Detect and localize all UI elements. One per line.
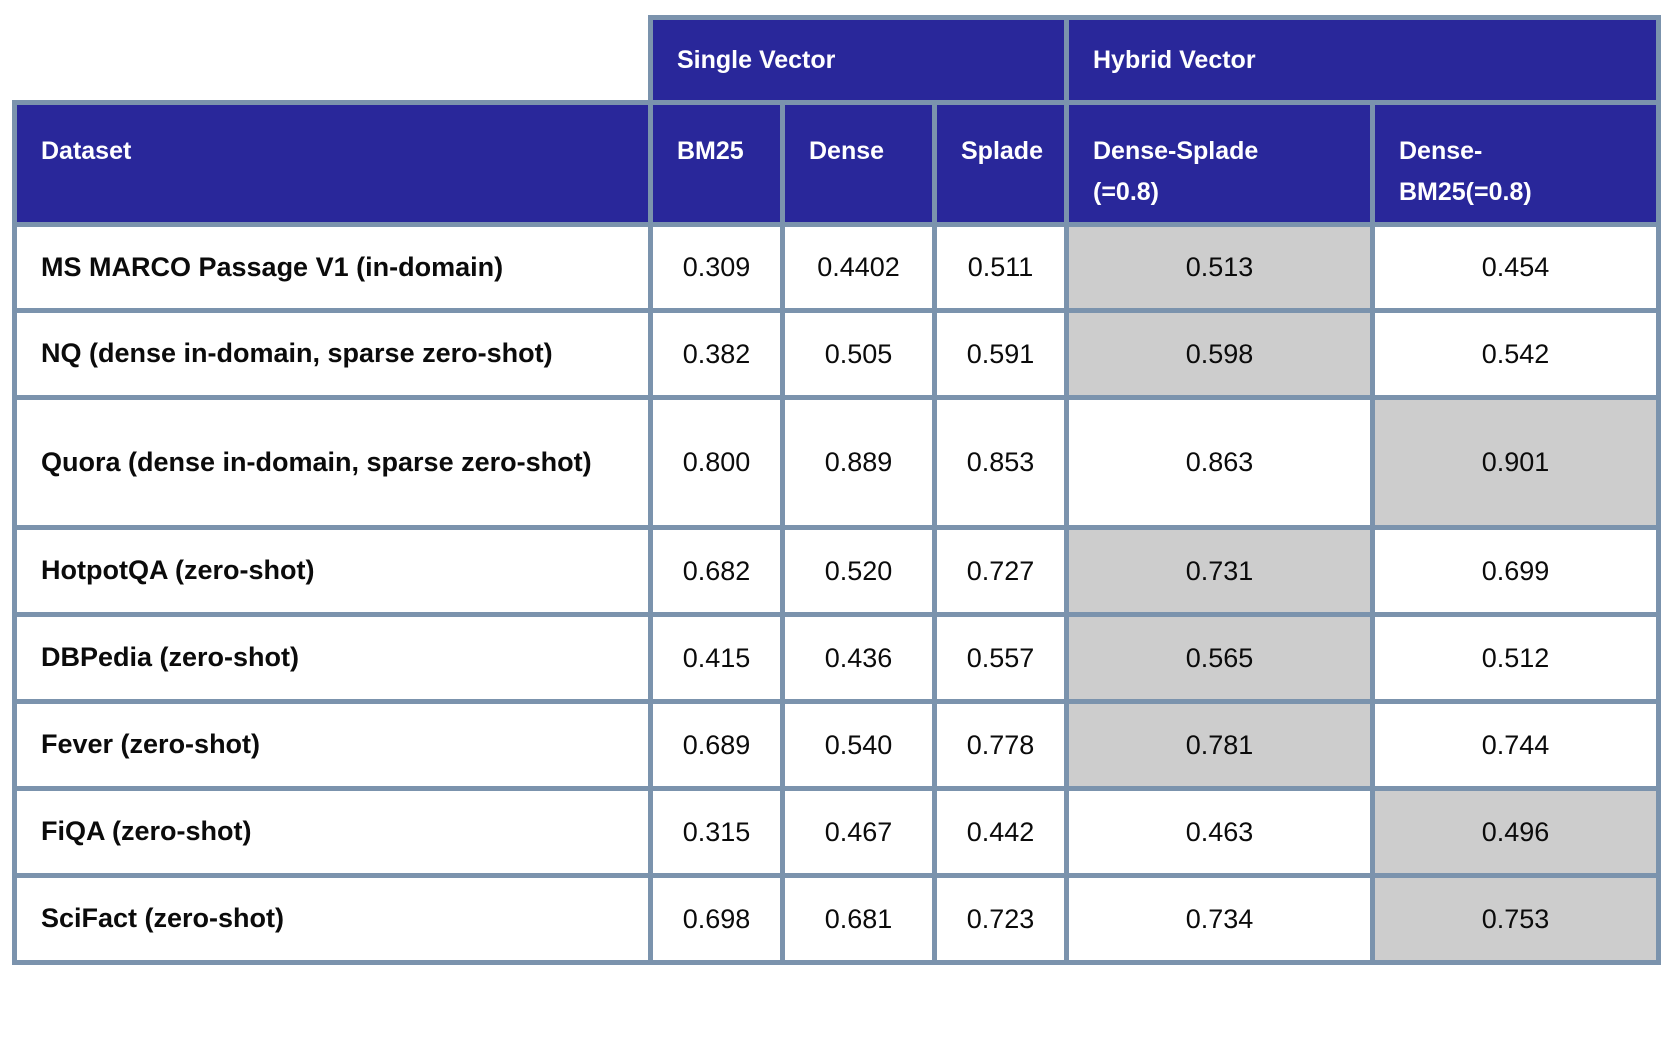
value-dense-splade: 0.731 <box>1064 525 1375 617</box>
dataset-name: DBPedia (zero-shot) <box>12 612 653 704</box>
value-dense-bm25: 0.496 <box>1370 786 1661 878</box>
value-dense: 0.505 <box>780 308 937 400</box>
value-splade: 0.727 <box>932 525 1069 617</box>
value-dense-bm25: 0.699 <box>1370 525 1661 617</box>
value-dense: 0.520 <box>780 525 937 617</box>
value-dense-splade: 0.734 <box>1064 873 1375 965</box>
value-bm25: 0.682 <box>648 525 785 617</box>
table-header: Single Vector Hybrid Vector Dataset BM25 D… <box>12 15 1661 227</box>
column-header-row: Dataset BM25 Dense Splade Dense-Splade (=0.8)… <box>12 100 1661 227</box>
table-body: MS MARCO Passage V1 (in-domain) 0.309 0.44… <box>12 222 1661 965</box>
value-splade: 0.778 <box>932 699 1069 791</box>
dataset-name: NQ (dense in-domain, sparse zero-shot) <box>12 308 653 400</box>
value-dense-splade: 0.781 <box>1064 699 1375 791</box>
value-dense-bm25: 0.901 <box>1370 395 1661 530</box>
column-header-dataset: Dataset <box>12 100 653 227</box>
column-header-text: BM25(=0.8) <box>1399 178 1532 207</box>
value-dense-bm25: 0.542 <box>1370 308 1661 400</box>
value-dense-splade: 0.565 <box>1064 612 1375 704</box>
column-header-text: Dataset <box>41 137 132 165</box>
value-dense: 0.467 <box>780 786 937 878</box>
column-header-dense-splade: Dense-Splade (=0.8) <box>1064 100 1375 227</box>
column-header-text: Dense- <box>1399 137 1483 165</box>
value-bm25: 0.315 <box>648 786 785 878</box>
dataset-name: FiQA (zero-shot) <box>12 786 653 878</box>
column-header-text: BM25 <box>677 137 744 165</box>
value-dense-bm25: 0.454 <box>1370 222 1661 313</box>
dataset-name: Fever (zero-shot) <box>12 699 653 791</box>
dataset-name: HotpotQA (zero-shot) <box>12 525 653 617</box>
group-header-row: Single Vector Hybrid Vector <box>14 15 1661 105</box>
value-dense: 0.889 <box>780 395 937 530</box>
column-header-text: Dense <box>809 137 885 165</box>
value-splade: 0.723 <box>932 873 1069 965</box>
value-splade: 0.853 <box>932 395 1069 530</box>
value-dense-bm25: 0.744 <box>1370 699 1661 791</box>
value-bm25: 0.382 <box>648 308 785 400</box>
table-row: Quora (dense in-domain, sparse zero-shot… <box>12 395 1661 530</box>
table-row: SciFact (zero-shot) 0.698 0.681 0.723 0.734 0… <box>12 873 1661 965</box>
value-splade: 0.511 <box>932 222 1069 313</box>
benchmark-results-table: Single Vector Hybrid Vector Dataset BM25 D… <box>12 15 1661 965</box>
table-row: HotpotQA (zero-shot) 0.682 0.520 0.727 0.731… <box>12 525 1661 617</box>
table-row: Fever (zero-shot) 0.689 0.540 0.778 0.781 0.7… <box>12 699 1661 791</box>
value-dense: 0.540 <box>780 699 937 791</box>
corner-spacer <box>14 17 651 103</box>
table-row: FiQA (zero-shot) 0.315 0.467 0.442 0.463 0.49… <box>12 786 1661 878</box>
value-dense: 0.4402 <box>780 222 937 313</box>
column-header-bm25: BM25 <box>648 100 785 227</box>
table-row: DBPedia (zero-shot) 0.415 0.436 0.557 0.565 0… <box>12 612 1661 704</box>
value-splade: 0.442 <box>932 786 1069 878</box>
value-dense-splade: 0.463 <box>1064 786 1375 878</box>
value-bm25: 0.309 <box>648 222 785 313</box>
group-header-hybrid-vector: Hybrid Vector <box>1064 15 1661 105</box>
column-header-dense: Dense <box>780 100 937 227</box>
value-dense: 0.436 <box>780 612 937 704</box>
table-row: MS MARCO Passage V1 (in-domain) 0.309 0.44… <box>12 222 1661 313</box>
value-dense-splade: 0.598 <box>1064 308 1375 400</box>
column-header-splade: Splade <box>932 100 1069 227</box>
table-row: NQ (dense in-domain, sparse zero-shot) 0.… <box>12 308 1661 400</box>
value-splade: 0.591 <box>932 308 1069 400</box>
group-header-single-vector: Single Vector <box>648 15 1069 105</box>
dataset-name: SciFact (zero-shot) <box>12 873 653 965</box>
value-dense-bm25: 0.753 <box>1370 873 1661 965</box>
value-bm25: 0.698 <box>648 873 785 965</box>
value-bm25: 0.689 <box>648 699 785 791</box>
value-splade: 0.557 <box>932 612 1069 704</box>
value-bm25: 0.415 <box>648 612 785 704</box>
value-dense: 0.681 <box>780 873 937 965</box>
dataset-name: Quora (dense in-domain, sparse zero-shot… <box>12 395 653 530</box>
column-header-text: Dense-Splade <box>1093 137 1259 165</box>
column-header-text: (=0.8) <box>1093 178 1160 207</box>
value-dense-bm25: 0.512 <box>1370 612 1661 704</box>
column-header-text: Splade <box>961 137 1043 165</box>
benchmark-table-container: Single Vector Hybrid Vector Dataset BM25 D… <box>12 15 1661 965</box>
value-dense-splade: 0.863 <box>1064 395 1375 530</box>
value-dense-splade: 0.513 <box>1064 222 1375 313</box>
column-header-dense-bm25: Dense- BM25(=0.8) <box>1370 100 1661 227</box>
dataset-name: MS MARCO Passage V1 (in-domain) <box>12 222 653 313</box>
value-bm25: 0.800 <box>648 395 785 530</box>
